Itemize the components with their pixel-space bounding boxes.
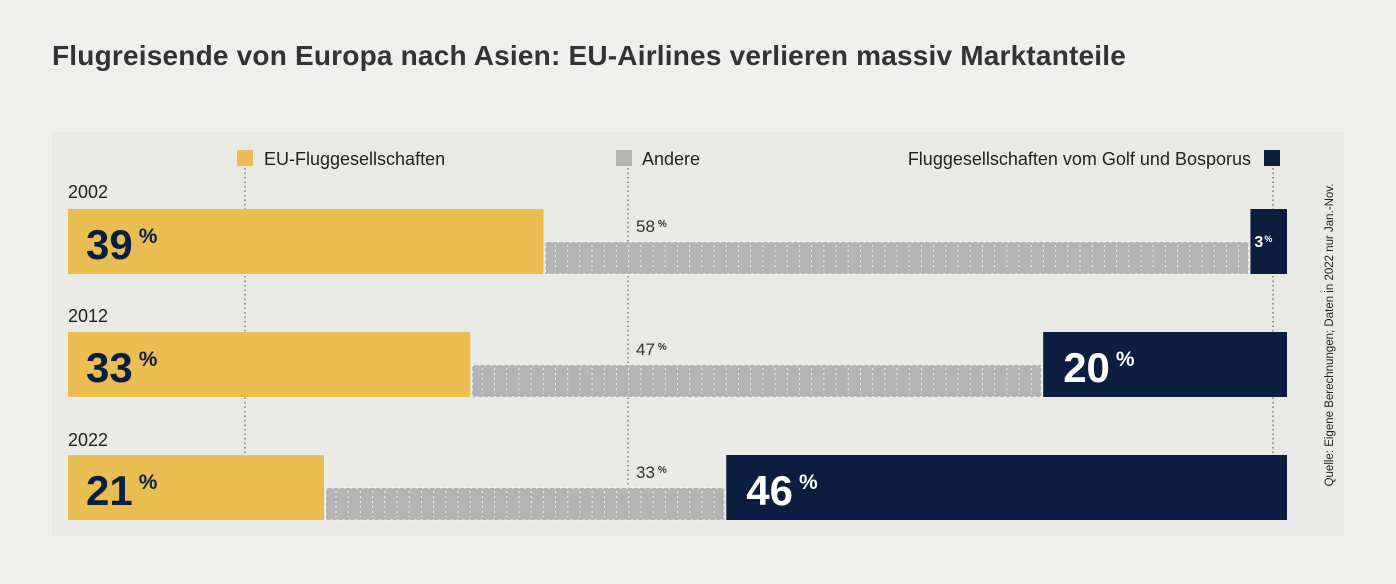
legend-swatch-eu [237, 150, 253, 166]
bar-gulf-2002 [1250, 209, 1287, 274]
bar-andere-2022 [325, 488, 725, 520]
year-label-2002: 2002 [68, 182, 108, 202]
legend-swatch-gulf [1264, 150, 1280, 166]
value-label-gulf-2022: 46% [746, 467, 818, 514]
legend-label-gulf: Fluggesellschaften vom Golf und Bosporus [908, 149, 1251, 169]
bar-eu-2002 [68, 209, 544, 274]
legend-label-andere: Andere [642, 149, 700, 169]
value-label-andere-2002: 58% [636, 217, 667, 236]
year-label-2012: 2012 [68, 306, 108, 326]
bar-andere-2012 [472, 365, 1042, 397]
legend-swatch-andere [616, 150, 632, 166]
bar-andere-hatch-2002 [554, 245, 1240, 271]
bar-andere-texture-2002 [544, 241, 1249, 275]
value-label-andere-2022: 33% [636, 463, 667, 482]
source-note: Quelle: Eigene Berechnungen; Daten in 20… [1324, 183, 1336, 487]
bar-andere-2002 [545, 242, 1249, 274]
chart-title: Flugreisende von Europa nach Asien: EU-A… [52, 40, 1127, 71]
bar-andere-hatch-2012 [481, 368, 1032, 394]
bar-andere-texture-2022 [325, 487, 725, 521]
value-label-andere-2012: 47% [636, 340, 667, 359]
bar-eu-2022 [68, 455, 324, 520]
bar-eu-2012 [68, 332, 471, 397]
year-label-2022: 2022 [68, 430, 108, 450]
bar-gulf-2022 [726, 455, 1287, 520]
bar-andere-hatch-2022 [335, 491, 715, 517]
legend-label-eu: EU-Fluggesellschaften [264, 149, 445, 169]
bar-gulf-2012 [1043, 332, 1287, 397]
